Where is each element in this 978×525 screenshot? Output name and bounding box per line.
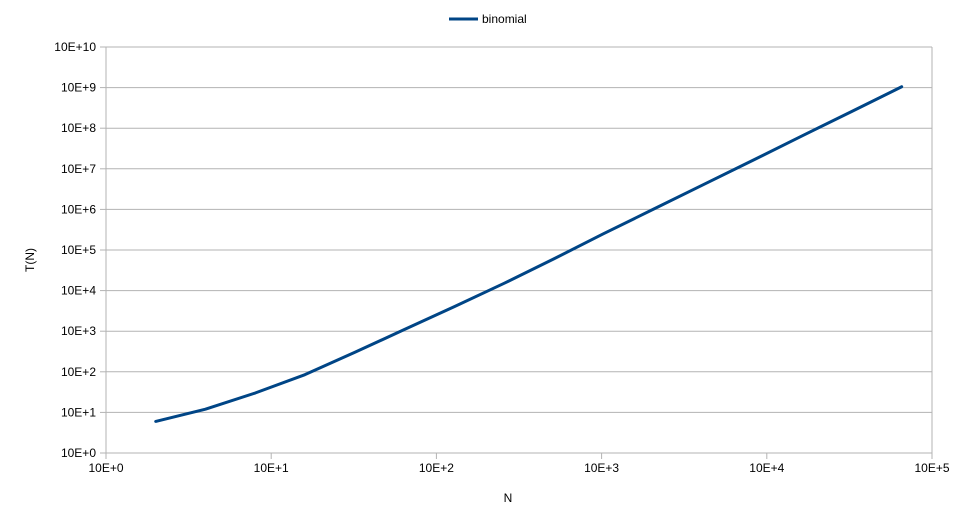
- x-tick-label-2: 10E+2: [419, 461, 454, 475]
- x-tick-label-4: 10E+4: [749, 461, 784, 475]
- y-tick-label-10: 10E+10: [54, 40, 96, 54]
- y-tick-label-1: 10E+1: [61, 405, 96, 419]
- y-tick-label-6: 10E+6: [61, 202, 96, 216]
- axes: [100, 46, 933, 459]
- y-tick-labels: 10E+0 10E+1 10E+2 10E+3 10E+4 10E+5 10E+6 10E+7…: [54, 40, 96, 460]
- y-tick-label-9: 10E+9: [61, 81, 96, 95]
- y-tick-label-4: 10E+4: [61, 284, 96, 298]
- y-tick-label-7: 10E+7: [61, 162, 96, 176]
- y-tick-label-0: 10E+0: [61, 446, 96, 460]
- x-tick-label-1: 10E+1: [254, 461, 289, 475]
- x-tick-label-5: 10E+5: [914, 461, 949, 475]
- x-axis-title: N: [504, 491, 513, 505]
- y-tick-label-3: 10E+3: [61, 324, 96, 338]
- y-axis-title: T(N): [23, 248, 37, 272]
- y-tick-label-2: 10E+2: [61, 365, 96, 379]
- y-tick-label-5: 10E+5: [61, 243, 96, 257]
- series-line-binomial: [154, 85, 904, 423]
- series-lines: [154, 85, 904, 423]
- legend: binomial: [449, 12, 527, 26]
- y-tick-label-8: 10E+8: [61, 121, 96, 135]
- gridlines: [106, 46, 932, 454]
- x-tick-label-3: 10E+3: [584, 461, 619, 475]
- x-tick-label-0: 10E+0: [88, 461, 123, 475]
- x-tick-labels: 10E+0 10E+1 10E+2 10E+3 10E+4 10E+5: [88, 461, 949, 475]
- legend-label: binomial: [482, 12, 527, 26]
